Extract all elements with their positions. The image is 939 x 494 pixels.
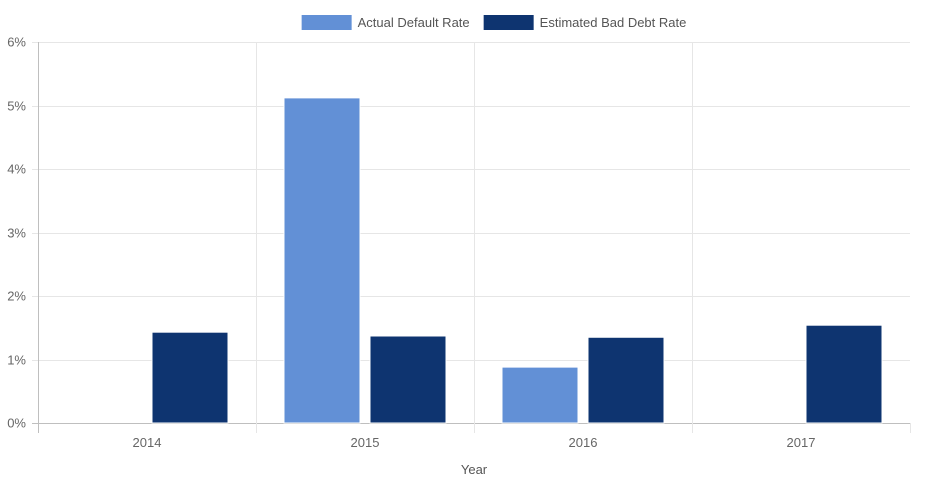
x-tick-label: 2015	[351, 435, 380, 450]
bar-estimated-bad-debt-rate-2017[interactable]	[805, 324, 883, 424]
x-tick-label: 2016	[569, 435, 598, 450]
axes	[38, 42, 911, 433]
y-axis-tick-labels: 0% 1% 2% 3% 4% 5% 6%	[7, 35, 26, 431]
bar-actual-default-rate-2016[interactable]	[501, 366, 579, 424]
y-tick-label: 2%	[7, 289, 26, 304]
legend: Actual Default Rate Estimated Bad Debt Ra…	[301, 15, 687, 30]
y-tick-label: 1%	[7, 353, 26, 368]
legend-swatch-estimated-bad-debt-rate[interactable]	[483, 15, 534, 30]
bars	[151, 97, 883, 424]
y-tick-label: 4%	[7, 162, 26, 177]
x-axis-title: Year	[461, 462, 488, 477]
x-tick-label: 2014	[133, 435, 162, 450]
bar-estimated-bad-debt-rate-2015[interactable]	[369, 335, 447, 424]
legend-label-actual-default-rate: Actual Default Rate	[358, 15, 470, 30]
bar-actual-default-rate-2015[interactable]	[283, 97, 361, 424]
y-tick-label: 0%	[7, 416, 26, 431]
x-tick-label: 2017	[787, 435, 816, 450]
y-tick-label: 6%	[7, 35, 26, 50]
bar-estimated-bad-debt-rate-2016[interactable]	[587, 336, 665, 424]
y-tick-label: 3%	[7, 226, 26, 241]
legend-swatch-actual-default-rate[interactable]	[301, 15, 352, 30]
bar-estimated-bad-debt-rate-2014[interactable]	[151, 331, 229, 424]
x-axis-tick-labels: 2014 2015 2016 2017	[133, 435, 816, 450]
legend-label-estimated-bad-debt-rate: Estimated Bad Debt Rate	[540, 15, 687, 30]
y-tick-label: 5%	[7, 99, 26, 114]
